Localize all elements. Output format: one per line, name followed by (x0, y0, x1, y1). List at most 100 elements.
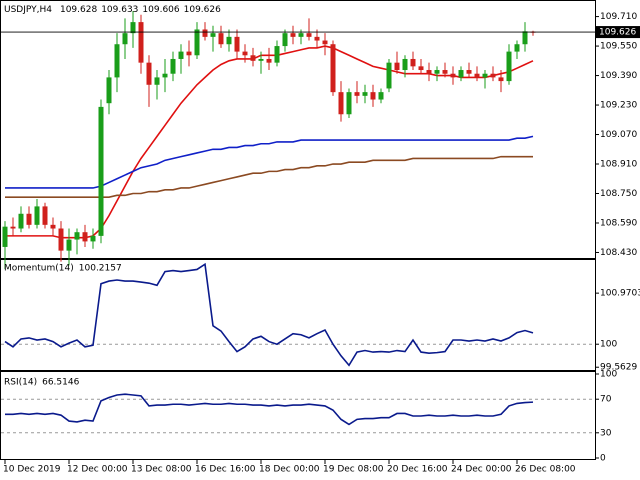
candle-body (162, 73, 168, 78)
candle-body (490, 73, 496, 78)
candle-body (290, 33, 296, 37)
candle-body (66, 239, 72, 251)
candle-body (130, 22, 136, 34)
candle-body (210, 33, 216, 37)
candle-body (338, 92, 344, 115)
candle-body (98, 106, 104, 236)
momentum-pane-border (0, 259, 596, 371)
candle-body (418, 66, 424, 71)
candle-body (522, 31, 528, 45)
y-tick-label: 109.550 (600, 42, 637, 52)
x-tick-label: 10 Dec 2019 (3, 465, 61, 475)
candle-body (282, 33, 288, 47)
candle-body (386, 62, 392, 89)
candle-body (370, 92, 376, 100)
y-tick-label: 0 (600, 454, 606, 464)
candle-body (482, 73, 488, 78)
y-tick-label: 109.710 (600, 12, 637, 22)
moving-average (5, 135, 534, 189)
candle-body (186, 51, 192, 56)
candle-body (226, 36, 232, 45)
x-tick-label: 16 Dec 16:00 (195, 465, 256, 475)
y-tick-label: 109.070 (600, 130, 637, 140)
header-open: 109.628 (60, 5, 97, 15)
candle-body (90, 235, 96, 242)
candle-body (378, 92, 384, 100)
y-tick-label: 99.5629 (600, 363, 637, 373)
candle-body (314, 36, 320, 41)
price-label-box (596, 26, 640, 39)
candle-body (242, 51, 248, 56)
candle-body (434, 70, 440, 74)
candle-body (514, 44, 520, 52)
x-tick-label: 13 Dec 08:00 (131, 465, 192, 475)
candle-body (498, 77, 504, 82)
price-pane-border (0, 0, 596, 259)
moving-average (5, 155, 533, 198)
candle-body (202, 29, 208, 37)
candle-body (298, 33, 304, 37)
x-tick-label: 20 Dec 16:00 (387, 465, 448, 475)
candle-body (466, 70, 472, 74)
candle-body (170, 58, 176, 74)
candle-body (394, 62, 400, 71)
candle-body (58, 228, 64, 251)
y-tick-label: 100 (600, 340, 617, 350)
candle-body (146, 62, 152, 85)
indicator-title: RSI(14) (4, 378, 37, 388)
y-tick-label: 70 (600, 395, 612, 405)
candle-body (122, 33, 128, 45)
indicator-line (5, 393, 534, 426)
indicator-value: 100.2157 (79, 264, 122, 274)
candle-body (402, 58, 408, 71)
candle-body (442, 70, 448, 74)
candle-body (410, 58, 416, 67)
candle-body (458, 70, 464, 78)
candle-body (50, 224, 56, 229)
candle-body (306, 33, 312, 37)
y-tick-label: 108.430 (600, 248, 637, 258)
candle-body (26, 213, 32, 225)
candle-body (474, 73, 480, 78)
candle-body (18, 213, 24, 229)
header: USDJPY,H4 109.628 109.633 109.606 109.626 (4, 5, 221, 15)
candle-body (346, 92, 352, 115)
rsi-pane-border (0, 371, 596, 460)
y-tick-label: 108.590 (600, 218, 637, 228)
y-tick-label: 100.9703 (600, 289, 640, 299)
y-tick-label: 108.750 (600, 189, 637, 199)
candle-body (506, 51, 512, 82)
x-tick-label: 19 Dec 08:00 (323, 465, 384, 475)
candle-body (330, 44, 336, 93)
indicator-value: 66.5146 (42, 378, 79, 388)
candle-body (2, 226, 8, 247)
candle-body (258, 58, 264, 61)
candle-body (322, 40, 328, 45)
price-label: 109.626 (599, 28, 636, 38)
candle-body (82, 232, 88, 242)
header-low: 109.606 (142, 5, 179, 15)
symbol: USDJPY,H4 (4, 5, 52, 15)
x-tick-label: 26 Dec 08:00 (515, 465, 576, 475)
candle-body (114, 44, 120, 78)
y-tick-label: 100 (600, 370, 617, 380)
candle-body (42, 206, 48, 225)
candle-body (218, 33, 224, 45)
candle-body (362, 92, 368, 96)
y-tick-label: 30 (600, 428, 612, 438)
header-high: 109.633 (101, 5, 138, 15)
candle-body (154, 77, 160, 85)
candle-body (250, 55, 256, 61)
candle-body (10, 226, 16, 229)
y-tick-label: 109.230 (600, 101, 637, 111)
x-tick-label: 12 Dec 00:00 (67, 465, 128, 475)
candle-body (194, 29, 200, 56)
candle-body (178, 51, 184, 59)
x-tick-label: 24 Dec 00:00 (451, 465, 512, 475)
candle-body (138, 22, 144, 63)
x-tick-label: 18 Dec 00:00 (259, 465, 320, 475)
candle-body (74, 232, 80, 240)
